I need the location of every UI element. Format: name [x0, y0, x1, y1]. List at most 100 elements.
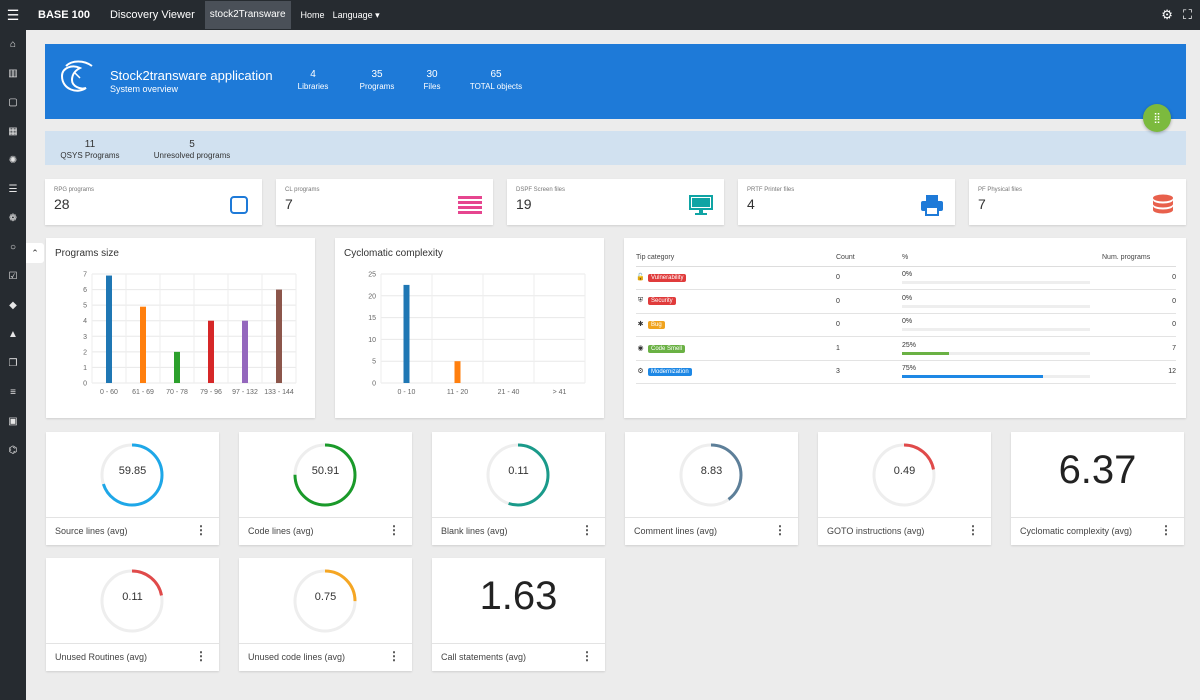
th-percent: %	[902, 250, 1102, 267]
tips-table: Tip category Count % Num. programs 🔓 Vuln…	[636, 250, 1176, 384]
tip-programs-cell: 0	[1102, 289, 1176, 314]
collapse-sidebar-button[interactable]: ⌃	[26, 243, 44, 263]
th-count: Count	[836, 250, 902, 267]
nav-discovery-viewer[interactable]: Discovery Viewer	[109, 9, 195, 21]
more-options-icon[interactable]: ⋮	[581, 649, 593, 663]
copy-icon[interactable]: ❐	[8, 358, 18, 369]
more-options-icon[interactable]: ⋮	[774, 523, 786, 537]
tip-progress-bar	[902, 304, 1090, 308]
lock-icon[interactable]: ⌬	[8, 445, 18, 456]
app-header: Stock2transware application System overv…	[45, 44, 1186, 119]
y-tick-label: 0	[83, 381, 87, 388]
more-options-icon[interactable]: ⋮	[581, 523, 593, 537]
unlock-icon: 🔓	[636, 274, 645, 282]
nav-stock2transware[interactable]: stock2Transware	[204, 1, 291, 29]
file-card-dspf[interactable]: DSPF Screen files 19	[507, 179, 724, 225]
sliders-icon[interactable]: ≡	[10, 387, 16, 398]
programs-size-panel: Programs size 0 1 2 3 4 5 6 7 0 - 60 61 - 69 70 - …	[46, 238, 315, 418]
tip-category-cell: ◉ Code Smell	[636, 336, 836, 361]
menu-icon[interactable]: ☰	[6, 6, 20, 23]
file-card-rpg[interactable]: RPG programs 28	[45, 179, 262, 225]
tip-row[interactable]: ⛨ Security 0 0% 0	[636, 289, 1176, 314]
cyclomatic-complexity-panel: Cyclomatic complexity 0 5 10 15 20 25 0 - 10 11…	[335, 238, 604, 418]
more-options-icon[interactable]: ⋮	[195, 523, 207, 537]
nav-home[interactable]: Home	[300, 10, 325, 20]
x-tick-label: 61 - 69	[132, 389, 154, 396]
warning-icon[interactable]: ▲	[8, 329, 18, 340]
metric-label: Cyclomatic complexity (avg)	[1020, 526, 1133, 536]
tip-row[interactable]: ⚙ Modernization 3 75% 12	[636, 360, 1176, 384]
square-icon[interactable]: ▢	[8, 97, 18, 108]
chart-icon[interactable]: ▥	[8, 68, 18, 79]
gauge-ring	[100, 443, 164, 507]
metric-label: Comment lines (avg)	[634, 526, 718, 536]
network-icon[interactable]: ✺	[8, 155, 18, 166]
grid-menu-button[interactable]: ⣿	[1143, 104, 1171, 132]
metric-footer: Cyclomatic complexity (avg) ⋮	[1011, 517, 1184, 545]
file-card-pf[interactable]: PF Physical files 7	[969, 179, 1186, 225]
tip-row[interactable]: ◉ Code Smell 1 25% 7	[636, 336, 1176, 361]
metric-value: 0.11	[122, 591, 143, 603]
sidebar: ⌂ ▥ ▢ ▦ ✺ ☰ ❁ ○ ☑ ◆ ▲ ❐ ≡ ▣ ⌬	[0, 30, 26, 700]
y-tick-label: 1	[83, 365, 87, 372]
stat-libraries: 4 Libraries	[297, 69, 329, 91]
tip-row[interactable]: 🔓 Vulnerability 0 0% 0	[636, 266, 1176, 290]
metric-footer: Unused Routines (avg) ⋮	[46, 643, 219, 671]
gauge-ring	[486, 443, 550, 507]
tip-count-cell: 1	[836, 336, 902, 361]
bar	[174, 351, 180, 383]
file-card-cl[interactable]: CL programs 7	[276, 179, 493, 225]
gear-icon[interactable]: ⚙	[1161, 7, 1173, 22]
y-tick-label: 3	[83, 334, 87, 341]
more-options-icon[interactable]: ⋮	[1160, 523, 1172, 537]
fullscreen-icon[interactable]: ⛶	[1182, 7, 1192, 22]
metric-card: 50.91 Code lines (avg) ⋮	[239, 432, 412, 545]
list-lines-icon	[458, 196, 482, 214]
square-outline-icon	[230, 196, 248, 214]
bar	[403, 284, 410, 383]
y-tick-label: 0	[372, 381, 376, 388]
metric-label: Unused code lines (avg)	[248, 652, 346, 662]
th-tip-category: Tip category	[636, 250, 836, 267]
home-icon[interactable]: ⌂	[9, 39, 17, 50]
tip-badge: Modernization	[648, 368, 692, 377]
x-tick-label: 0 - 10	[398, 389, 416, 396]
metric-label: Blank lines (avg)	[441, 526, 508, 536]
calendar-check-icon[interactable]: ☑	[8, 271, 18, 282]
more-options-icon[interactable]: ⋮	[388, 649, 400, 663]
tip-progress-bar	[902, 351, 1090, 355]
tip-count-cell: 0	[836, 289, 902, 314]
stat-qsys-programs: 11 QSYS Programs	[60, 139, 120, 160]
file-card-prtf[interactable]: PRTF Printer files 4	[738, 179, 955, 225]
more-options-icon[interactable]: ⋮	[195, 649, 207, 663]
bar	[242, 320, 248, 383]
x-tick-label: 11 - 20	[447, 389, 468, 396]
tag-icon[interactable]: ◆	[9, 300, 17, 311]
eye-icon: ◉	[637, 344, 644, 352]
more-options-icon[interactable]: ⋮	[388, 523, 400, 537]
id-card-icon[interactable]: ▣	[8, 416, 18, 427]
list-icon[interactable]: ☰	[8, 184, 18, 195]
tip-badge: Bug	[648, 321, 665, 330]
metric-value: 50.91	[311, 465, 340, 477]
metric-footer: Source lines (avg) ⋮	[46, 517, 219, 545]
circle-icon[interactable]: ○	[9, 242, 17, 253]
more-options-icon[interactable]: ⋮	[967, 523, 979, 537]
tip-count-cell: 0	[836, 313, 902, 337]
gauge-ring	[872, 443, 936, 507]
app-title: Stock2transware application	[110, 68, 273, 83]
nav-language-dropdown[interactable]: Language ▾	[332, 9, 380, 20]
tip-programs-cell: 0	[1102, 313, 1176, 337]
brand-title[interactable]: BASE 100	[38, 9, 90, 21]
metric-footer: Comment lines (avg) ⋮	[625, 517, 798, 545]
tip-row[interactable]: ✱ Bug 0 0% 0	[636, 313, 1176, 337]
metric-label: Source lines (avg)	[55, 526, 128, 536]
y-tick-label: 7	[83, 272, 87, 279]
metric-card: 6.37 Cyclomatic complexity (avg) ⋮	[1011, 432, 1184, 545]
users-icon[interactable]: ❁	[8, 213, 18, 224]
app-subtitle: System overview	[110, 84, 179, 94]
sub-stats-bar: 11 QSYS Programs 5 Unresolved programs	[45, 131, 1186, 165]
table-icon[interactable]: ▦	[8, 126, 18, 137]
y-tick-label: 5	[372, 359, 376, 366]
metric-value: 8.83	[700, 465, 723, 477]
